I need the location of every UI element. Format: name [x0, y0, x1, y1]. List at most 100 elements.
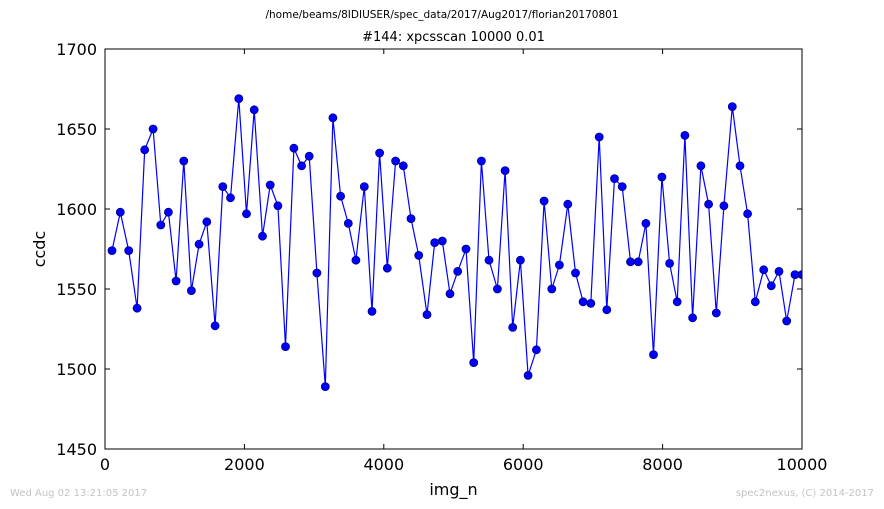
- data-point: [406, 214, 416, 224]
- y-axis-label: ccdc: [30, 231, 49, 268]
- ticks-layer: 0 2000 4000 6000 8000 10000 1450 1500 1550 1600 16…: [56, 40, 827, 474]
- data-point: [351, 255, 361, 265]
- x-tick-label: 6000: [503, 455, 544, 474]
- data-point: [508, 322, 518, 332]
- data-point: [727, 102, 737, 111]
- axes-frame: [104, 48, 803, 450]
- data-point: [532, 345, 541, 355]
- data-point: [633, 257, 643, 267]
- data-point: [414, 250, 424, 260]
- x-tick-label: 4000: [363, 455, 404, 474]
- data-point: [735, 161, 745, 171]
- data-point: [555, 260, 564, 270]
- data-point: [343, 218, 353, 228]
- x-tick-label: 8000: [642, 455, 683, 474]
- data-point: [194, 239, 204, 249]
- data-point: [665, 258, 674, 268]
- data-point: [281, 342, 290, 352]
- data-point: [704, 199, 713, 209]
- data-point: [265, 180, 275, 190]
- x-tick-label: 10000: [777, 455, 828, 474]
- data-point: [210, 321, 220, 331]
- data-point: [563, 199, 573, 209]
- data-point: [140, 145, 150, 155]
- y-tick-label: 1700: [56, 40, 97, 59]
- data-point: [320, 382, 330, 392]
- data-point: [750, 297, 760, 307]
- data-point: [163, 207, 173, 217]
- data-point: [782, 316, 792, 326]
- data-point: [774, 266, 784, 276]
- data-point: [719, 201, 729, 211]
- data-point: [453, 266, 463, 276]
- chart-title: #144: xpcsscan 10000 0.01: [362, 30, 545, 45]
- figure-suptitle: /home/beams/8IDIUSER/spec_data/2017/Aug2…: [265, 9, 619, 21]
- data-point: [657, 172, 667, 182]
- data-point: [132, 303, 142, 313]
- credit-footer: spec2nexus, (C) 2014-2017: [735, 488, 874, 499]
- y-tick-label: 1500: [56, 360, 97, 379]
- data-point: [649, 350, 658, 360]
- data-point: [484, 255, 494, 265]
- data-point: [617, 182, 627, 192]
- data-point: [743, 209, 752, 219]
- data-point: [578, 297, 588, 307]
- data-point: [476, 156, 486, 166]
- x-axis-label: img_n: [429, 480, 477, 500]
- data-point: [258, 231, 267, 241]
- x-tick-label: 0: [100, 455, 110, 474]
- y-tick-label: 1550: [56, 280, 97, 299]
- data-point: [115, 207, 125, 217]
- y-tick-label: 1600: [56, 200, 97, 219]
- data-point: [523, 370, 533, 380]
- data-point: [242, 209, 251, 219]
- data-point: [391, 156, 401, 166]
- data-point: [382, 263, 392, 273]
- data-point: [445, 289, 455, 299]
- data-point: [249, 105, 259, 115]
- data-point: [312, 268, 322, 278]
- data-point: [186, 286, 196, 296]
- data-point: [626, 257, 635, 267]
- data-point: [680, 130, 690, 140]
- data-point: [124, 246, 134, 256]
- data-point: [688, 313, 697, 323]
- data-point: [148, 124, 158, 134]
- data-point: [602, 305, 612, 315]
- data-point: [500, 166, 510, 176]
- data-point: [297, 161, 307, 171]
- data-point: [672, 297, 682, 307]
- x-tick-label: 2000: [224, 455, 265, 474]
- data-point: [422, 310, 432, 320]
- data-point: [202, 217, 212, 227]
- series-layer: [107, 94, 802, 392]
- data-point: [375, 148, 385, 158]
- data-point: [586, 298, 596, 308]
- data-point: [571, 268, 580, 278]
- series-group: [107, 94, 802, 392]
- timestamp-footer: Wed Aug 02 13:21:05 2017: [10, 488, 148, 499]
- data-point: [539, 196, 549, 206]
- data-point: [641, 218, 651, 228]
- data-point: [336, 191, 346, 201]
- y-tick-label: 1650: [56, 120, 97, 139]
- data-point: [492, 284, 502, 294]
- data-point: [437, 236, 447, 246]
- data-point: [594, 132, 604, 142]
- data-point: [696, 161, 706, 171]
- data-point: [218, 182, 228, 192]
- data-point: [234, 94, 244, 103]
- data-point: [304, 151, 314, 161]
- data-point: [156, 220, 166, 230]
- data-point: [797, 270, 802, 279]
- data-point: [273, 201, 283, 211]
- data-point: [398, 161, 408, 171]
- data-point: [226, 193, 235, 203]
- series-line: [111, 98, 802, 387]
- y-tick-label: 1450: [56, 440, 97, 459]
- data-point: [328, 113, 338, 123]
- data-point: [367, 306, 377, 316]
- data-point: [766, 281, 776, 291]
- data-point: [711, 308, 721, 318]
